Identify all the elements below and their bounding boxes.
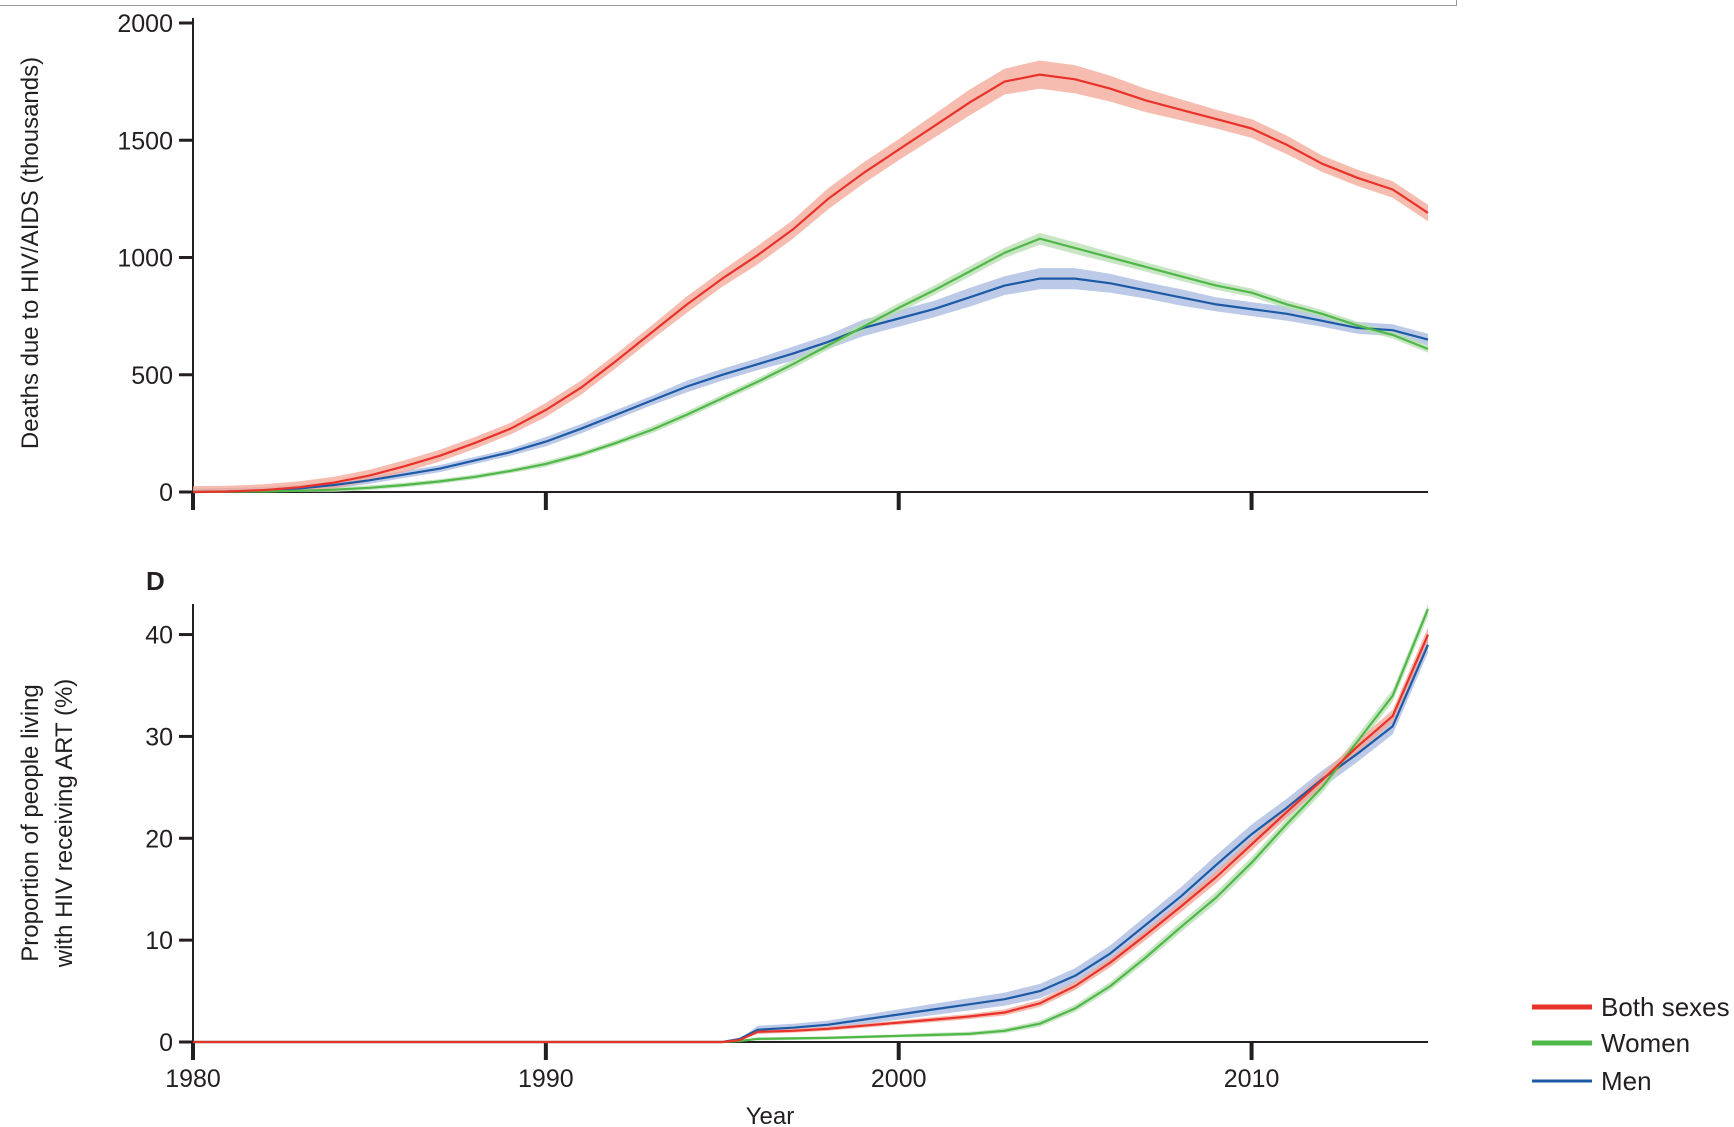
y-tick-label: 40 [145, 622, 173, 650]
y-tick-label: 1500 [117, 127, 173, 155]
y-tick-label: 2000 [117, 10, 173, 38]
y-tick-label: 1000 [117, 245, 173, 273]
men-uncertainty-band [193, 268, 1428, 492]
x-tick-label: 1980 [165, 1065, 221, 1093]
men-legend-label: Men [1601, 1066, 1652, 1096]
y-tick-label: 0 [159, 1029, 173, 1057]
y-tick-label: 10 [145, 927, 173, 955]
y-axis-title: Proportion of people living with HIV rece… [17, 679, 78, 969]
x-axis-title: Year [746, 1103, 795, 1127]
x-tick-label: 2000 [871, 1065, 927, 1093]
top-panel-frame [0, 0, 1457, 6]
both-sexes-line [193, 634, 1430, 1044]
y-axis-title-line: Proportion of people living [17, 684, 44, 962]
y-axis-title: Deaths due to HIV/AIDS (thousands) [17, 57, 44, 449]
both-sexes-line [192, 73, 1429, 494]
women-uncertainty-band [193, 604, 1428, 1042]
panel-letter: D [146, 566, 165, 596]
legend: Both sexes Women Men [1532, 992, 1730, 1096]
women-line [193, 608, 1430, 1044]
y-tick-label: 30 [145, 723, 173, 751]
y-tick-label: 500 [131, 362, 173, 390]
y-axis-title-line: with HIV receiving ART (%) [51, 679, 78, 969]
y-tick-label: 20 [145, 825, 173, 853]
x-tick-label: 2010 [1224, 1065, 1280, 1093]
men-uncertainty-band [193, 636, 1428, 1042]
deaths-panel: 0 500 1000 1500 2000 Deaths due to HIV/AIDS (… [17, 10, 1429, 510]
women-line [192, 237, 1429, 494]
both-sexes-legend-label: Both sexes [1601, 992, 1730, 1022]
women-uncertainty-band [193, 232, 1428, 492]
women-legend-label: Women [1601, 1028, 1690, 1058]
art-panel: 0 10 20 30 40 1980 1990 2000 2010 Proportion of p… [17, 566, 1430, 1127]
men-line [192, 277, 1429, 494]
x-tick-label: 1990 [518, 1065, 574, 1093]
y-tick-label: 0 [159, 479, 173, 507]
